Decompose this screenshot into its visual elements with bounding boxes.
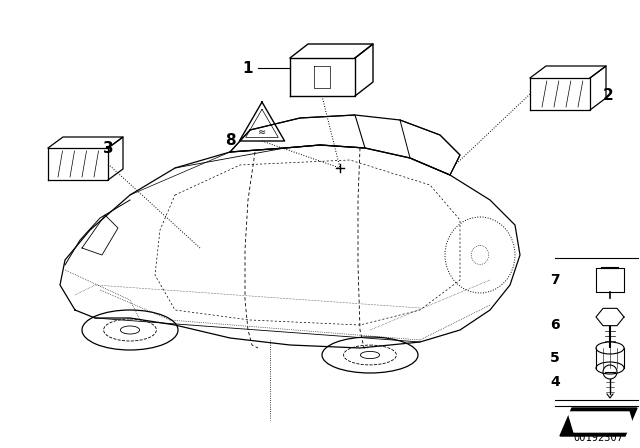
Text: 1: 1	[243, 60, 253, 76]
Text: 6: 6	[550, 318, 560, 332]
Text: 4: 4	[550, 375, 560, 389]
Polygon shape	[560, 408, 637, 436]
Text: 7: 7	[550, 273, 560, 287]
Text: 00192307: 00192307	[573, 433, 623, 443]
Text: 3: 3	[102, 141, 113, 155]
Text: 8: 8	[225, 133, 236, 147]
Polygon shape	[568, 412, 635, 432]
Text: 5: 5	[550, 351, 560, 365]
Text: ≈: ≈	[258, 127, 266, 137]
Text: 2: 2	[603, 87, 613, 103]
